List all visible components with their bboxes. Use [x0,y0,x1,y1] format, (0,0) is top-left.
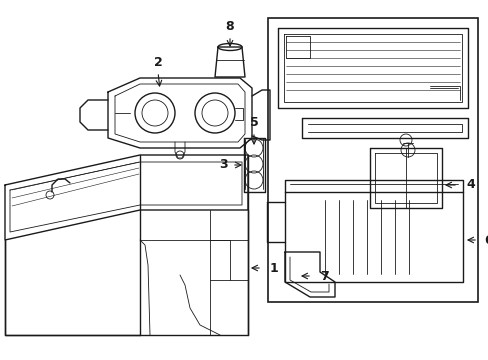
Text: 8: 8 [225,19,234,32]
Text: 3: 3 [219,158,228,171]
Text: 6: 6 [483,234,488,247]
Text: 2: 2 [153,55,162,68]
Text: 5: 5 [249,116,258,129]
Text: 1: 1 [269,261,278,274]
Bar [267,18,477,302]
Text: 4: 4 [465,179,474,192]
Text: 7: 7 [319,270,328,283]
